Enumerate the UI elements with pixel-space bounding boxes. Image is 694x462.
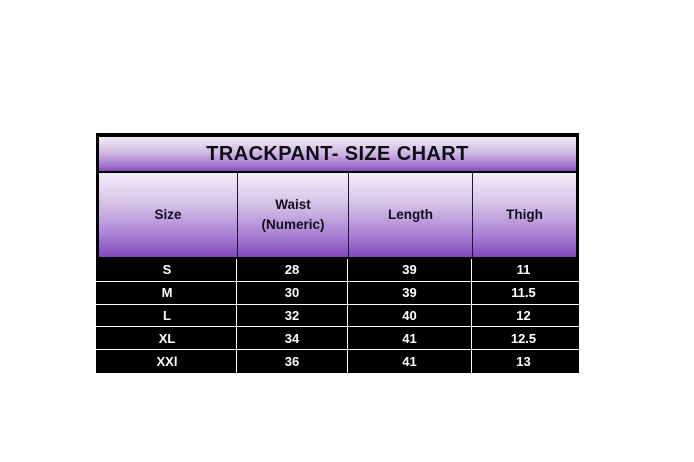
column-header-waist-line2: (Numeric) xyxy=(261,217,325,232)
cell-length: 41 xyxy=(348,327,472,350)
page-title: TRACKPANT- SIZE CHART xyxy=(206,143,469,165)
cell-size: L xyxy=(98,304,237,327)
cell-thigh: 13 xyxy=(516,354,531,370)
column-header-thigh: Thigh xyxy=(473,173,576,257)
cell-size: XXl xyxy=(98,350,237,373)
cell-size: S xyxy=(98,259,237,281)
cell-waist: 28 xyxy=(237,259,348,281)
table-row: XL 34 41 12.5 xyxy=(96,327,579,351)
cell-length: 39 xyxy=(348,259,472,281)
cell-thigh: 11.5 xyxy=(511,285,536,301)
cell-thigh: 11 xyxy=(516,262,531,278)
table-row: S 28 39 11 xyxy=(96,259,579,282)
cell-waist: 36 xyxy=(237,350,348,373)
cell-length: 41 xyxy=(348,350,472,373)
table-body: S 28 39 11 M 30 39 11.5 L 32 40 12 XL 34… xyxy=(96,259,579,373)
table-header-row: Size Waist (Numeric) Length Thigh xyxy=(99,173,576,257)
cell-size: XL xyxy=(98,327,237,350)
table-row: M 30 39 11.5 xyxy=(96,281,579,305)
cell-thigh: 12.5 xyxy=(510,330,537,346)
column-header-length: Length xyxy=(349,173,473,257)
column-header-waist: Waist (Numeric) xyxy=(238,173,349,257)
cell-length: 39 xyxy=(348,281,472,304)
cell-waist: 30 xyxy=(237,281,348,304)
column-header-waist-line1: Waist xyxy=(275,197,311,213)
size-chart-table: TRACKPANT- SIZE CHART Size Waist (Numeri… xyxy=(96,133,579,373)
column-header-waist-label: Waist (Numeric) xyxy=(261,195,324,234)
table-row: L 32 40 12 xyxy=(96,304,579,328)
column-header-size: Size xyxy=(99,173,238,257)
chart-title-band: TRACKPANT- SIZE CHART xyxy=(99,137,576,171)
cell-waist: 34 xyxy=(237,327,348,350)
column-header-size-label: Size xyxy=(154,207,182,223)
cell-size: M xyxy=(98,281,237,304)
table-row: XXl 36 41 13 xyxy=(96,350,579,373)
cell-length: 40 xyxy=(348,304,472,327)
cell-thigh: 12 xyxy=(516,307,531,323)
cell-waist: 32 xyxy=(237,304,348,327)
column-header-length-label: Length xyxy=(388,207,433,223)
column-header-thigh-label: Thigh xyxy=(506,207,543,223)
